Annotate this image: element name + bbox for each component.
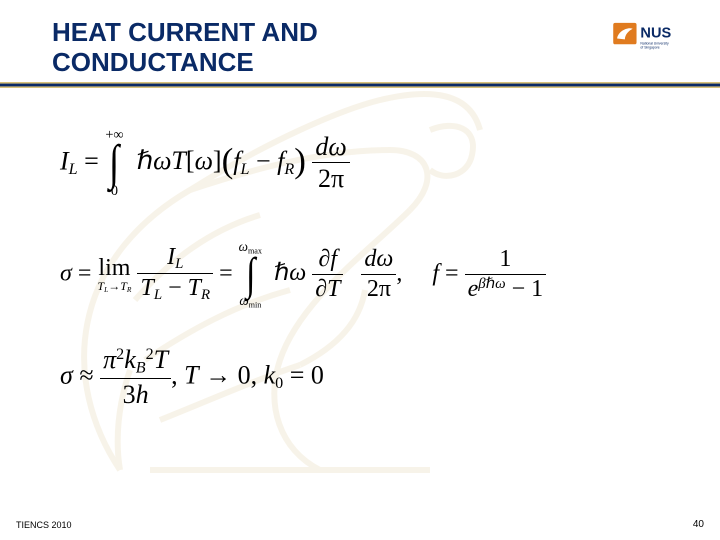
equation-low-temp-limit: σ ≈ π2kB2T 3h , T → 0, k0 = 0 xyxy=(60,345,324,410)
eq1-I: I xyxy=(60,146,69,175)
eq1-body: ℏωT[ω] xyxy=(130,146,222,175)
footer-left: TIENCS 2010 xyxy=(16,520,72,530)
accent-bar xyxy=(0,82,720,88)
logo-subtext: National University xyxy=(640,41,669,45)
eq2-frac2: ∂f ∂T xyxy=(312,246,343,303)
eq2-frac3-den: 2π xyxy=(361,275,396,304)
eq3-zero1: 0, xyxy=(238,361,264,390)
integral-icon: ∫ xyxy=(108,142,122,184)
footer-page-number: 40 xyxy=(693,519,704,530)
eq2-sigma: σ xyxy=(60,260,72,286)
eq2-lim: lim TL→TR xyxy=(97,256,131,294)
slide-title: HEAT CURRENT AND CONDUCTANCE xyxy=(52,18,318,78)
eq1-integral: +∞ ∫ 0 xyxy=(105,128,123,199)
equation-conductance: σ = lim TL→TR IL TL − TR = ωmax ∫ ωmin ℏ… xyxy=(60,240,546,310)
eq3-sigma: σ xyxy=(60,361,73,390)
eq3-den: 3h xyxy=(100,379,171,410)
eq2-integral: ωmax ∫ ωmin xyxy=(239,240,262,310)
eq2-eq2: = xyxy=(219,260,239,286)
title-line-1: HEAT CURRENT AND xyxy=(52,17,318,47)
eq3-k0sub: 0 xyxy=(275,375,283,392)
logo-text: NUS xyxy=(640,25,671,41)
eq2-lim-under: TL→TR xyxy=(97,280,131,294)
eq2-frac4-num: 1 xyxy=(465,246,547,275)
eq2-body: ℏω xyxy=(268,260,306,286)
eq3-comma: , xyxy=(171,361,184,390)
eq3-approx: ≈ xyxy=(79,361,100,390)
eq2-frac1: IL TL − TR xyxy=(137,244,213,305)
eq1-lparen: ( xyxy=(222,141,234,180)
integral-icon: ∫ xyxy=(242,255,260,294)
title-line-2: CONDUCTANCE xyxy=(52,47,254,77)
eq1-minus: − xyxy=(249,146,277,175)
eq3-T: T xyxy=(184,361,198,390)
eq2-eq1: = xyxy=(78,260,98,286)
eq1-fRsub: R xyxy=(284,161,294,178)
equation-heat-current: IL = +∞ ∫ 0 ℏωT[ω](fL − fR) dω 2π xyxy=(60,128,350,199)
eq1-frac-num: dω xyxy=(315,132,346,161)
eq2-eq3: = xyxy=(445,260,465,286)
eq3-eq0: = 0 xyxy=(283,361,324,390)
eq2-frac4-den: eβℏω − 1 xyxy=(465,275,547,304)
eq2-frac4: 1 eβℏω − 1 xyxy=(465,246,547,303)
eq1-frac: dω 2π xyxy=(312,132,349,194)
eq2-frac3-num: dω xyxy=(361,246,396,275)
equations-area: IL = +∞ ∫ 0 ℏωT[ω](fL − fR) dω 2π σ = li… xyxy=(60,110,660,450)
svg-text:of Singapore: of Singapore xyxy=(640,46,659,50)
eq1-rparen: ) xyxy=(294,141,306,180)
eq2-f: f xyxy=(432,260,439,286)
eq3-frac: π2kB2T 3h xyxy=(100,345,171,410)
eq1-frac-den: 2π xyxy=(312,163,349,194)
eq3-k0: k xyxy=(264,361,276,390)
eq3-num: π2kB2T xyxy=(100,345,171,379)
eq1-fL: f xyxy=(233,146,240,175)
eq1-Isub: L xyxy=(69,161,78,178)
eq2-lim-text: lim xyxy=(97,256,131,280)
eq2-comma: , xyxy=(396,260,402,286)
eq3-arrow: → xyxy=(199,361,238,390)
eq2-frac3: dω 2π xyxy=(361,246,396,303)
eq1-eq: = xyxy=(84,146,105,175)
nus-logo: NUS National University of Singapore xyxy=(610,20,700,54)
